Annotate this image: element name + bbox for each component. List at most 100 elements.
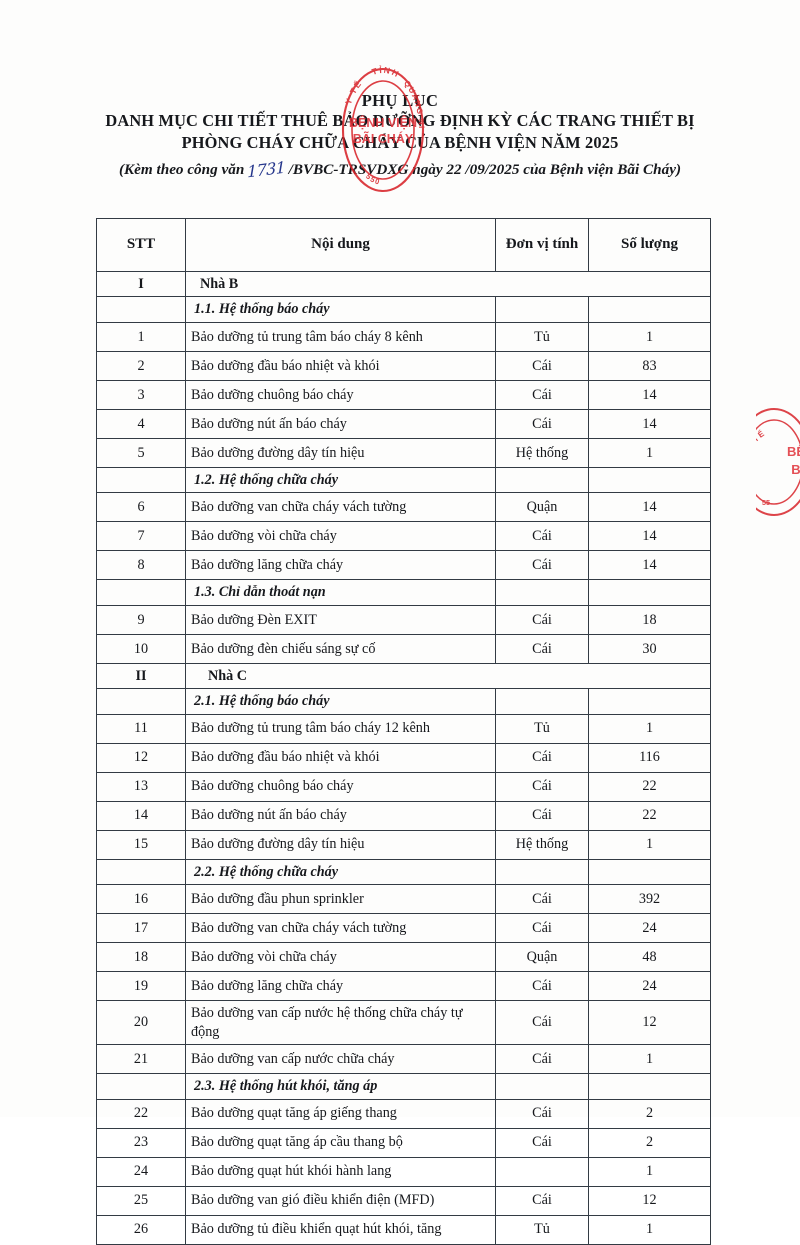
table-row-subsection: 2.3. Hệ thống hút khói, tăng áp (96, 1073, 711, 1100)
cell-quantity: 18 (588, 604, 711, 635)
cell-stt (96, 466, 186, 494)
cell-unit: Quận (495, 492, 589, 523)
cell-stt: 17 (96, 913, 186, 944)
cell-quantity: 14 (588, 408, 711, 439)
cell-quantity: 48 (588, 942, 711, 973)
column-header-qty: Số lượng (588, 218, 711, 272)
table-row: 23 Bảo dưỡng quạt tăng áp cầu thang bộ Cái… (96, 1127, 711, 1158)
cell-stt: 16 (96, 884, 186, 915)
cell-quantity: 1 (588, 1214, 711, 1245)
cell-stt: 2 (96, 350, 186, 381)
cell-quantity (588, 688, 711, 715)
cell-stt: 12 (96, 742, 186, 773)
cell-unit (495, 296, 589, 323)
table-row: 11 Bảo dưỡng tủ trung tâm báo cháy 12 kên… (96, 713, 711, 744)
cell-content: 1.3. Chỉ dẫn thoát nạn (185, 579, 496, 606)
cell-stt (96, 858, 186, 886)
cell-stt: 6 (96, 492, 186, 523)
svg-text:55: 55 (762, 498, 770, 507)
cell-quantity: 24 (588, 971, 711, 1002)
cell-quantity: 1 (588, 1044, 711, 1075)
table-row: 18 Bảo dưỡng vòi chữa cháy Quận 48 (96, 942, 711, 973)
cell-quantity: 2 (588, 1127, 711, 1158)
cell-unit: Cái (495, 521, 589, 552)
table-row: 26 Bảo dưỡng tủ điều khiển quạt hút khói,… (96, 1214, 711, 1245)
cell-unit: Cái (495, 1185, 589, 1216)
cell-stt (96, 688, 186, 715)
cell-content: Bảo dưỡng quạt tăng áp giếng thang (185, 1098, 496, 1129)
cell-unit: Hệ thống (495, 437, 589, 468)
cell-content: Bảo dưỡng nút ấn báo cháy (185, 408, 496, 439)
equipment-maintenance-table-wrapper: STT Nội dung Đơn vị tính Số lượng I Nhà B… (96, 218, 711, 1245)
cell-stt: 26 (96, 1214, 186, 1245)
cell-quantity: 1 (588, 829, 711, 860)
cell-stt: 13 (96, 771, 186, 802)
cell-unit: Cái (495, 1127, 589, 1158)
cell-stt: 21 (96, 1044, 186, 1075)
cell-unit: Cái (495, 742, 589, 773)
cell-content: Bảo dưỡng Đèn EXIT (185, 604, 496, 635)
cell-content: Nhà C (185, 662, 711, 690)
svg-text:Y TẾ: Y TẾ (756, 428, 767, 453)
table-row: 22 Bảo dưỡng quạt tăng áp giếng thang Cái 2 (96, 1098, 711, 1129)
cell-quantity (588, 858, 711, 886)
cell-stt: 18 (96, 942, 186, 973)
cell-unit: Tủ (495, 713, 589, 744)
cell-quantity: 1 (588, 321, 711, 352)
cell-content: Bảo dưỡng van cấp nước hệ thống chữa chá… (185, 1000, 496, 1046)
table-row: 17 Bảo dưỡng van chữa cháy vách tường Cái 2… (96, 913, 711, 944)
cell-quantity: 30 (588, 633, 711, 664)
table-row: 20 Bảo dưỡng van cấp nước hệ thống chữa c… (96, 1000, 711, 1046)
table-row-group: II Nhà C (96, 662, 711, 690)
cell-stt: 20 (96, 1000, 186, 1046)
svg-text:B: B (791, 462, 800, 477)
cell-unit: Cái (495, 604, 589, 635)
svg-text:TỈNH: TỈNH (371, 65, 402, 80)
cell-quantity: 1 (588, 1156, 711, 1187)
cell-quantity: 14 (588, 492, 711, 523)
cell-stt: 4 (96, 408, 186, 439)
cell-content: Bảo dưỡng đèn chiếu sáng sự cố (185, 633, 496, 664)
table-row: 10 Bảo dưỡng đèn chiếu sáng sự cố Cái 30 (96, 633, 711, 664)
document-title-line-1: DANH MỤC CHI TIẾT THUÊ BẢO DƯỠNG ĐỊNH KỲ… (105, 111, 695, 131)
cell-quantity: 1 (588, 713, 711, 744)
document-reference-note: (Kèm theo công văn 1731/BVBC-TRSVDXG ngày… (0, 158, 800, 182)
table-row: 14 Bảo dưỡng nút ấn báo cháy Cái 22 (96, 800, 711, 831)
cell-stt: 5 (96, 437, 186, 468)
cell-content: Nhà B (185, 270, 711, 298)
cell-stt: 15 (96, 829, 186, 860)
cell-unit: Cái (495, 800, 589, 831)
cell-quantity (588, 296, 711, 323)
cell-content: 1.1. Hệ thống báo cháy (185, 296, 496, 323)
cell-unit: Cái (495, 350, 589, 381)
table-row: 1 Bảo dưỡng tủ trung tâm báo cháy 8 kênh T… (96, 321, 711, 352)
cell-quantity: 24 (588, 913, 711, 944)
reference-prefix: (Kèm theo công văn (118, 161, 245, 179)
cell-stt (96, 579, 186, 606)
table-row: 3 Bảo dưỡng chuông báo cháy Cái 14 (96, 379, 711, 410)
cell-quantity (588, 1073, 711, 1100)
cell-unit: Cái (495, 884, 589, 915)
table-row: 25 Bảo dưỡng van gió điều khiển điện (MFD… (96, 1185, 711, 1216)
cell-content: Bảo dưỡng quạt tăng áp cầu thang bộ (185, 1127, 496, 1158)
cell-stt: 23 (96, 1127, 186, 1158)
cell-unit (495, 579, 589, 606)
table-body: I Nhà B 1.1. Hệ thống báo cháy 1 Bảo dưỡng t… (96, 270, 711, 1245)
cell-content: 2.1. Hệ thống báo cháy (185, 688, 496, 715)
cell-stt: 3 (96, 379, 186, 410)
cell-quantity: 22 (588, 771, 711, 802)
cell-quantity: 12 (588, 1185, 711, 1216)
table-row: 19 Bảo dưỡng lăng chữa cháy Cái 24 (96, 971, 711, 1002)
table-row-subsection: 2.1. Hệ thống báo cháy (96, 688, 711, 715)
partial-seal-stamp-right-margin: Y TẾ BỆ B 55 (756, 408, 800, 516)
cell-content: Bảo dưỡng lăng chữa cháy (185, 971, 496, 1002)
table-row: 5 Bảo dưỡng đường dây tín hiệu Hệ thống 1 (96, 437, 711, 468)
cell-content: Bảo dưỡng tủ trung tâm báo cháy 12 kênh (185, 713, 496, 744)
document-kicker: PHỤ LỤC (361, 91, 439, 110)
document-title-line-2: PHÒNG CHÁY CHỮA CHÁY CỦA BỆNH VIỆN NĂM 2… (181, 132, 619, 152)
table-row: 4 Bảo dưỡng nút ấn báo cháy Cái 14 (96, 408, 711, 439)
cell-quantity: 22 (588, 800, 711, 831)
table-row-subsection: 2.2. Hệ thống chữa cháy (96, 858, 711, 886)
cell-content: Bảo dưỡng nút ấn báo cháy (185, 800, 496, 831)
cell-unit: Tủ (495, 321, 589, 352)
